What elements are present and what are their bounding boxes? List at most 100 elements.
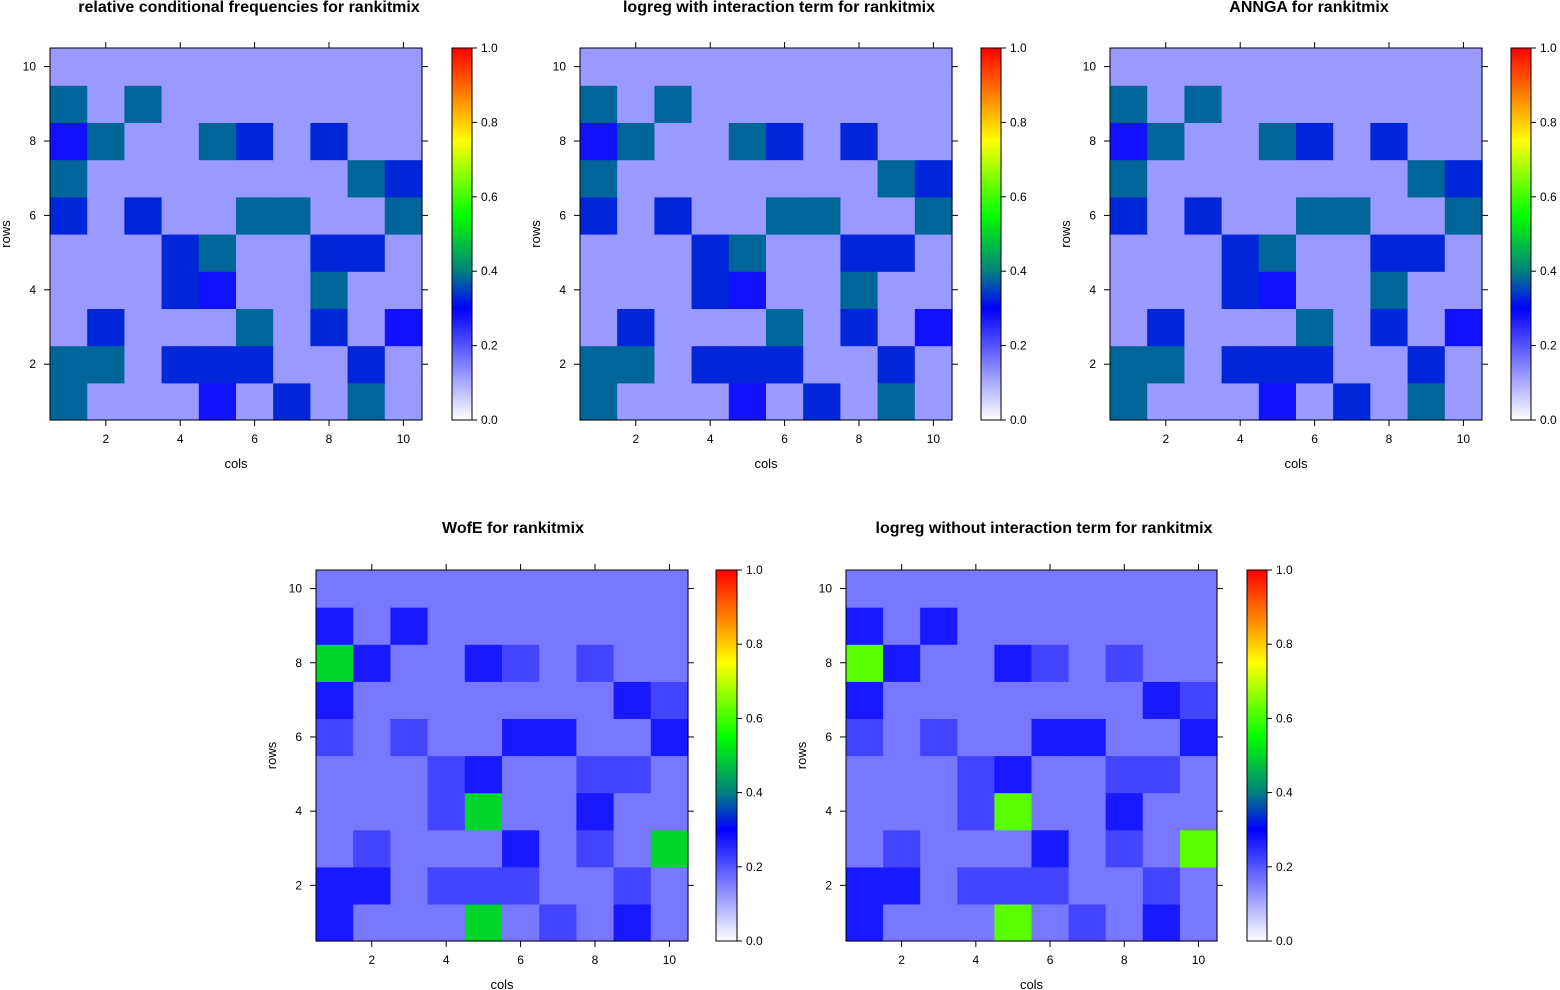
heatmap-cell (353, 829, 391, 868)
heatmap-cell (539, 718, 577, 757)
heatmap-panel-5: logreg without interaction term for rank… (794, 520, 1293, 990)
heatmap-cell (877, 382, 916, 421)
heatmap-cell (273, 85, 311, 123)
heatmap-cell (1142, 866, 1181, 905)
colorbar-tick-label: 0.6 (1010, 190, 1027, 204)
colorbar-tick-label: 0.2 (1276, 860, 1293, 874)
heatmap-cell (316, 792, 354, 831)
heatmap-cell (803, 196, 841, 235)
heatmap-cell (310, 48, 349, 86)
heatmap-cell (883, 903, 921, 942)
heatmap-cell (576, 644, 615, 682)
y-tick-label: 4 (1089, 283, 1096, 297)
heatmap-cell (1179, 755, 1218, 794)
heatmap-cell (1221, 234, 1260, 272)
x-axis-label: cols (224, 456, 248, 471)
heatmap-cell (1258, 196, 1297, 235)
heatmap-cell (691, 345, 730, 384)
heatmap-cell (1179, 792, 1218, 831)
heatmap-cell (539, 903, 577, 942)
heatmap-cell (1296, 345, 1334, 384)
heatmap-cell (803, 159, 841, 198)
heatmap-cell (1031, 792, 1070, 831)
heatmap-cell (1258, 85, 1297, 123)
y-axis-label: rows (1058, 220, 1073, 248)
heatmap-cell (1031, 607, 1070, 645)
heatmap-cell (840, 85, 879, 123)
heatmap-cell (1296, 196, 1334, 235)
heatmap-cell (1296, 271, 1334, 309)
heatmap-cell (728, 48, 767, 86)
heatmap-cell (310, 271, 349, 309)
colorbar-tick-label: 1.0 (1010, 41, 1027, 55)
colorbar (981, 48, 1001, 420)
x-tick-label: 6 (1311, 432, 1318, 446)
heatmap-cell (840, 122, 879, 161)
heatmap-cell (728, 159, 767, 198)
heatmap-cell (1105, 755, 1144, 794)
heatmap-cell (1105, 570, 1144, 608)
heatmap-cell (87, 196, 125, 235)
heatmap-cell (1370, 159, 1409, 198)
heatmap-cell (846, 644, 884, 682)
y-tick-label: 10 (819, 582, 833, 596)
heatmap-cell (1296, 48, 1334, 86)
heatmap-cell (161, 48, 200, 86)
heatmap-cell (650, 718, 689, 757)
heatmap-cell (353, 607, 391, 645)
heatmap-cell (914, 382, 953, 421)
heatmap-cell (580, 382, 618, 421)
heatmap-cell (198, 271, 237, 309)
heatmap-cell (87, 159, 125, 198)
heatmap-cell (846, 718, 884, 757)
heatmap-cell (273, 48, 311, 86)
heatmap-cell (1179, 607, 1218, 645)
heatmap-cell (539, 792, 577, 831)
heatmap-cell (994, 644, 1033, 682)
heatmap-cell (316, 718, 354, 757)
heatmap-cell (1068, 903, 1107, 942)
heatmap-cell (502, 681, 540, 719)
heatmap-cell (236, 382, 274, 421)
heatmap-cell (539, 570, 577, 608)
heatmap-cell (1110, 196, 1148, 235)
heatmap-cell (766, 196, 804, 235)
heatmap-cell (883, 570, 921, 608)
heatmap-cell (1221, 271, 1260, 309)
heatmap-cell (198, 308, 237, 347)
heatmap-cell (1184, 271, 1223, 309)
heatmap-cell (613, 607, 652, 645)
y-axis-label: rows (528, 220, 543, 248)
heatmap-cell (613, 644, 652, 682)
heatmap-cell (50, 159, 88, 198)
heatmap-cell (576, 570, 615, 608)
heatmap-cell (310, 382, 349, 421)
heatmap-cell (877, 196, 916, 235)
colorbar-tick-label: 0.2 (746, 860, 763, 874)
heatmap-cell (691, 48, 730, 86)
heatmap-cell (1370, 234, 1409, 272)
heatmap-cell (50, 122, 88, 161)
heatmap-cell (654, 382, 693, 421)
heatmap-cell (161, 159, 200, 198)
heatmap-cell (840, 308, 879, 347)
y-tick-label: 2 (559, 357, 566, 371)
heatmap-cell (273, 382, 311, 421)
heatmap-cell (1031, 866, 1070, 905)
heatmap-cell (316, 644, 354, 682)
heatmap-cell (50, 85, 88, 123)
heatmap-cell (1179, 718, 1218, 757)
heatmap-cell (539, 829, 577, 868)
heatmap-cell (1444, 345, 1483, 384)
heatmap-cell (803, 308, 841, 347)
heatmap-cell (384, 382, 423, 421)
heatmap-cell (1258, 271, 1297, 309)
heatmap-cell (539, 866, 577, 905)
heatmap-cell (1105, 607, 1144, 645)
heatmap-cell (957, 866, 995, 905)
heatmap-cell (161, 85, 200, 123)
y-tick-label: 6 (295, 730, 302, 744)
heatmap-cell (846, 829, 884, 868)
heatmap-cell (1068, 644, 1107, 682)
heatmap-cell (1221, 85, 1260, 123)
